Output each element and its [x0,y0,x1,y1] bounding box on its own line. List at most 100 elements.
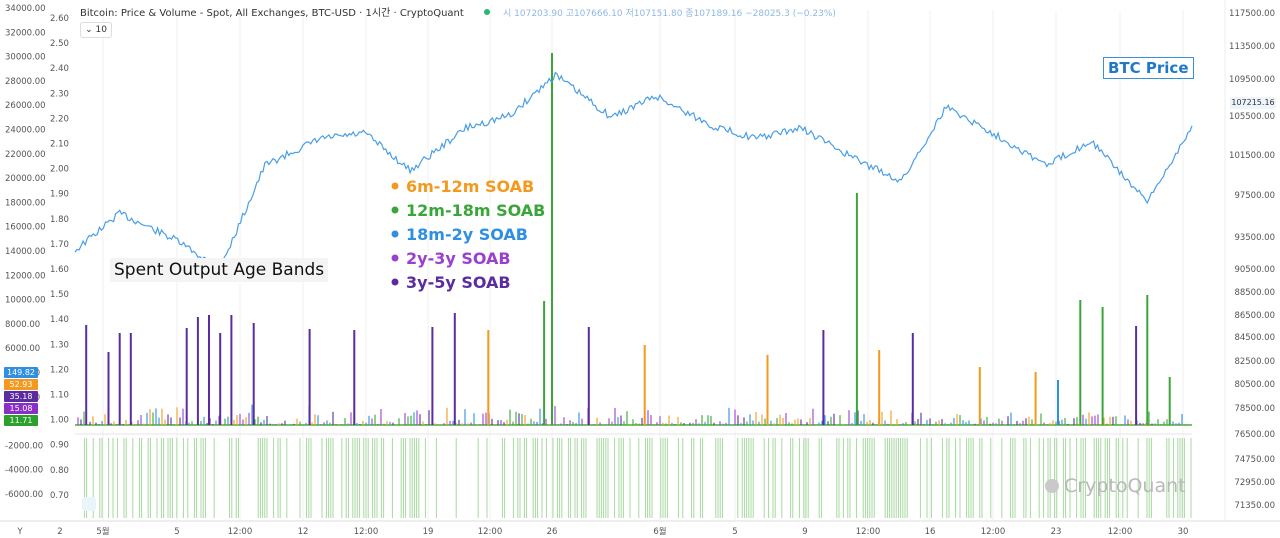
left-axis-1-tick: 28000.00 [5,77,46,87]
left-axis-1-tick: 26000.00 [5,101,46,111]
right-axis-tick: 105500.00 [1229,112,1275,122]
value-badge: 15.08 [4,403,38,414]
left-axis-1-tick: -2000.00 [5,441,43,451]
live-status-dot [484,9,490,15]
right-axis-price: 117500.00 113500.00 109500.00 105500.00 1015… [1224,0,1275,521]
btc-price-label: BTC Price [1103,57,1194,79]
right-axis-tick: 88500.00 [1234,288,1275,298]
right-axis-tick: 93500.00 [1234,233,1275,243]
x-tick-label: 9 [802,527,807,537]
x-tick-label: 23 [1051,527,1062,537]
ohlc-readout: 시 107203.90 고107666.10 저107151.80 종10718… [503,8,836,19]
left-axis-1-tick: 12000.00 [5,271,46,281]
cryptoquant-logo-icon [1045,479,1059,493]
left-axis-2-tick: 1.00 [50,416,69,426]
right-axis-tick: 78500.00 [1234,404,1275,414]
right-axis-tick: 86500.00 [1234,311,1275,321]
right-axis-tick: 97500.00 [1234,191,1275,201]
left-axis-2-tick: 1.80 [50,215,69,225]
x-tick-label: 12 [298,527,309,537]
x-tick-label: 12:00 [478,527,503,537]
left-axis-1-tick: 30000.00 [5,53,46,63]
left-axis-2-tick: 2.60 [50,14,69,24]
right-axis-tick: 74750.00 [1234,455,1275,465]
soab-title: Spent Output Age Bands [110,258,329,282]
left-axis-2-tick: 1.50 [50,290,69,300]
left-axis-1-tick: 10000.00 [5,296,46,306]
soab-spikes [75,53,1192,426]
left-axis-volume: 34000.00 32000.00 30000.00 28000.00 26000.00… [5,4,46,500]
left-axis-1-tick: -6000.00 [5,490,43,500]
x-tick-label: 12:00 [856,527,881,537]
x-axis-corner-2: 2 [57,527,62,537]
bottom-volume-bars [75,433,1192,518]
right-axis-tick: 80500.00 [1234,380,1275,390]
legend-marker [391,230,399,238]
right-axis-tick: 109500.00 [1229,75,1275,85]
legend-label: 3y-5y SOAB [406,273,511,292]
left-axis-2-tick: 1.40 [50,315,69,325]
left-axis-2-tick: 1.60 [50,265,69,275]
x-tick-label: 5 [732,527,737,537]
btc-price-line [74,71,1193,272]
right-axis-tick: 71350.00 [1234,501,1275,511]
legend-label: 6m-12m SOAB [406,177,534,196]
left-axis-2-tick: 2.50 [50,39,69,49]
legend-marker [391,254,399,262]
left-axis-1-tick: -4000.00 [5,466,43,476]
legend-marker [391,182,399,190]
left-axis-1-tick: 34000.00 [5,4,46,14]
left-axis-1-tick: 6000.00 [5,344,40,354]
x-tick-label: 16 [925,527,936,537]
x-tick-label: 12:00 [354,527,379,537]
value-badge: 35.18 [4,391,38,402]
left-axis-1-tick: 8000.00 [5,320,40,330]
value-badge: 11.71 [4,415,38,426]
cloud-icon [82,497,96,511]
left-axis-2-tick: 0.90 [50,441,69,451]
right-axis-tick: 113500.00 [1229,42,1275,52]
right-axis-tick: 82500.00 [1234,357,1275,367]
left-axis-1-tick: 16000.00 [5,223,46,233]
x-tick-label: 12:00 [981,527,1006,537]
chart-title: Bitcoin: Price & Volume - Spot, All Exch… [80,7,464,19]
x-tick-label: 6월 [653,526,666,537]
value-badge: 149.82 [4,367,38,378]
x-axis: 5월 5 12:00 12 12:00 19 12:00 26 6월 5 9 12:00 16 12:00… [0,520,1280,537]
legend-label: 12m-18m SOAB [406,201,545,220]
left-axis-1-tick: 32000.00 [5,28,46,38]
x-tick-label: 26 [547,527,558,537]
left-axis-2-tick: 2.10 [50,140,69,150]
left-axis-1-tick: 14000.00 [5,247,46,257]
chevron-down-icon: ⌄ [85,25,93,35]
legend-label: 2y-3y SOAB [406,249,511,268]
watermark-text: CryptoQuant [1064,475,1186,497]
x-tick-label: 12:00 [228,527,253,537]
left-axis-2-tick: 1.20 [50,365,69,375]
left-axis-2-tick: 2.30 [50,89,69,99]
left-axis-ratio: 2.60 2.50 2.40 2.30 2.20 2.10 2.00 1.90 1.80 1.70… [50,14,69,501]
cryptoquant-watermark: CryptoQuant [1045,475,1186,497]
left-axis-1-tick: 24000.00 [5,126,46,136]
last-price-badge: 107215.16 [1230,97,1276,109]
legend-marker [391,278,399,286]
soab-legend: 6m-12m SOAB 12m-18m SOAB 18m-2y SOAB 2y-3y … [391,177,545,292]
x-tick-label: 12:00 [1108,527,1133,537]
left-axis-2-tick: 0.70 [50,491,69,501]
legend-label: 18m-2y SOAB [406,225,528,244]
period-selector[interactable]: ⌄ 10 [80,22,112,38]
x-tick-label: 19 [423,527,434,537]
period-value: 10 [95,25,107,35]
left-axis-2-tick: 2.20 [50,114,69,124]
left-axis-1-tick: 20000.00 [5,174,46,184]
x-tick-label: 30 [1178,527,1189,537]
left-axis-2-tick: 2.40 [50,64,69,74]
right-axis-tick: 72950.00 [1234,478,1275,488]
x-tick-label: 5 [174,527,179,537]
left-axis-1-tick: 18000.00 [5,198,46,208]
right-axis-tick: 117500.00 [1229,9,1275,19]
left-axis-2-tick: 1.10 [50,391,69,401]
left-axis-2-tick: 1.90 [50,190,69,200]
left-axis-2-tick: 1.70 [50,240,69,250]
right-axis-tick: 76500.00 [1234,430,1275,440]
